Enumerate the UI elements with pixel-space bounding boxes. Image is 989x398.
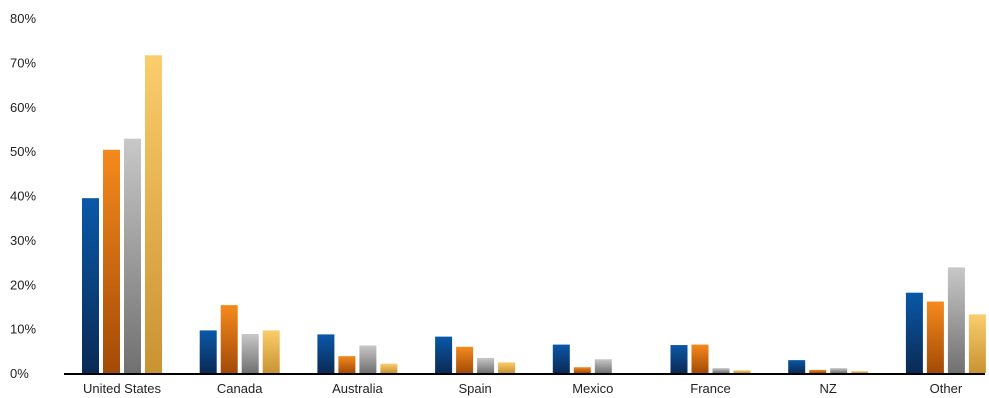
y-tick-label: 50% (10, 144, 36, 159)
y-tick-label: 80% (10, 11, 36, 26)
bar (830, 368, 848, 373)
bar (809, 369, 827, 373)
x-category-label: NZ (820, 381, 837, 396)
bar (124, 138, 141, 373)
bar (456, 346, 474, 373)
y-axis-tick-labels: 0% 10% 20% 30% 40% 50% 60% 70% 80% (10, 11, 36, 381)
bar (594, 359, 612, 373)
bar (359, 345, 377, 373)
bar (477, 357, 495, 373)
x-category-label: United States (83, 381, 162, 396)
bar (199, 330, 217, 373)
bar (788, 360, 806, 373)
bar (712, 368, 730, 373)
y-tick-label: 40% (10, 189, 36, 204)
x-category-label: Canada (217, 381, 263, 396)
bar (968, 314, 986, 373)
y-tick-label: 20% (10, 277, 36, 292)
x-category-label: Mexico (572, 381, 613, 396)
bar (317, 334, 335, 373)
y-tick-label: 60% (10, 100, 36, 115)
bar (435, 336, 453, 373)
bar (262, 330, 280, 373)
y-tick-label: 70% (10, 55, 36, 70)
bar (573, 367, 591, 373)
bar (241, 333, 259, 373)
bar (733, 370, 751, 373)
y-tick-label: 30% (10, 233, 36, 248)
y-tick-label: 10% (10, 322, 36, 337)
bar (103, 149, 120, 373)
bar-series-group (82, 55, 986, 374)
x-category-label: Other (930, 381, 963, 396)
bar (380, 363, 398, 373)
bar (947, 267, 965, 373)
bar (145, 55, 162, 374)
bar (670, 345, 688, 373)
x-category-label: Spain (458, 381, 491, 396)
bar (926, 301, 944, 373)
bar (851, 371, 869, 373)
bar (691, 344, 709, 373)
x-category-label: France (690, 381, 730, 396)
bar (552, 344, 570, 373)
x-category-label: Australia (332, 381, 383, 396)
x-axis-category-labels: United States Canada Australia Spain Mexico F… (83, 381, 963, 396)
bar (82, 198, 99, 373)
bar (905, 292, 923, 373)
bar (338, 356, 356, 373)
bar (220, 305, 238, 373)
bar (498, 362, 516, 373)
y-tick-label: 0% (10, 366, 29, 381)
